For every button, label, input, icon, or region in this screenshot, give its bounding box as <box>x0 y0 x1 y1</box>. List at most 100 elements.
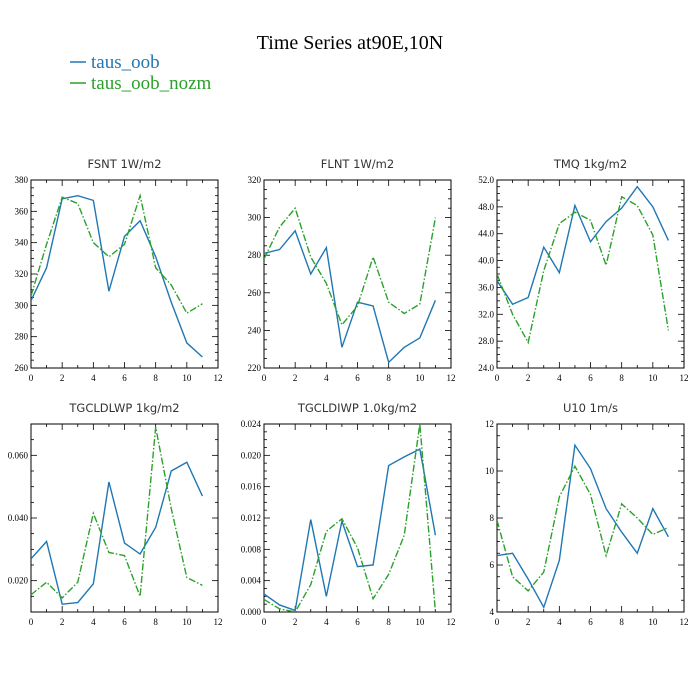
panel-u10-series-taus-oob <box>497 443 670 610</box>
panel-fsnt-xtick-label: 2 <box>60 373 65 383</box>
panel-tgcldlwp-xtick-label: 12 <box>214 617 223 627</box>
panel-fsnt-xtick-label: 10 <box>182 373 192 383</box>
panel-u10-ytick-label: 12 <box>485 419 494 429</box>
panel-u10-ytick-label: 4 <box>490 607 495 617</box>
panel-tmq-ytick-label: 32.0 <box>478 309 494 319</box>
panel-tmq-frame <box>496 179 685 369</box>
panel-tgcldiwp-series-taus-oob-nozm <box>264 424 437 612</box>
panel-tgcldlwp-title: TGCLDLWP 1kg/m2 <box>68 401 179 415</box>
panel-tgcldiwp-xtick-label: 2 <box>293 617 298 627</box>
panel-fsnt-xtick-label: 4 <box>91 373 96 383</box>
panel-tgcldlwp-ytick-label: 0.020 <box>8 576 29 586</box>
panel-tgcldlwp-xtick-label: 4 <box>91 617 96 627</box>
panels: FSNT 1W/m20 2 4 6 8 10 12260280300320340360380… <box>8 157 689 627</box>
panel-flnt-ytick-label: 240 <box>248 325 262 335</box>
panel-tmq-xtick-label: 0 <box>495 373 500 383</box>
panel-u10-xtick-label: 10 <box>648 617 658 627</box>
panel-tgcldlwp-ytick-label: 0.040 <box>8 513 29 523</box>
panel-flnt-ytick-label: 300 <box>248 213 262 223</box>
panel-tmq-ytick-label: 36.0 <box>478 282 494 292</box>
panel-flnt: FLNT 1W/m2 0 2 4 6 8 10 12 220 240 260 280 300 320 <box>248 157 456 383</box>
panel-flnt-series-taus-oob-nozm <box>264 206 437 327</box>
panel-flnt-series-taus-oob <box>264 229 437 364</box>
panel-u10-ytick-label: 6 <box>490 560 495 570</box>
panel-tgcldiwp-xtick-label: 12 <box>447 617 456 627</box>
panel-u10-xtick-label: 2 <box>526 617 531 627</box>
panel-tgcldiwp-xtick-label: 6 <box>355 617 360 627</box>
panel-tmq-ytick-label: 40.0 <box>478 256 494 266</box>
panel-tgcldlwp-ytick-label: 0.060 <box>8 450 29 460</box>
panel-tgcldlwp: TGCLDLWP 1kg/m2 0 2 4 6 8 10 12 0.020 0.040 0.060 <box>8 401 223 627</box>
panel-flnt-xtick-label: 10 <box>415 373 425 383</box>
panel-tmq-series-taus-oob <box>497 185 670 306</box>
figure-title: Time Series at90E,10N <box>257 32 443 54</box>
panel-u10: U10 1m/s 0 2 4 6 8 10 12 4 6 8 10 12 <box>485 401 689 627</box>
panel-tgcldiwp: TGCLDIWP 1.0kg/m2 0 2 4 6 8 10 12 0.000 0.004 0.00… <box>241 401 456 627</box>
panel-tgcldiwp-ytick-label: 0.024 <box>241 419 262 429</box>
panel-u10-xtick-label: 0 <box>495 617 500 627</box>
panel-tgcldiwp-ytick-label: 0.008 <box>241 544 262 554</box>
panel-fsnt-series-taus-oob-nozm <box>31 192 203 315</box>
panel-tgcldiwp-xtick-label: 0 <box>262 617 267 627</box>
panel-tmq: TMQ 1kg/m2 0 2 4 6 8 10 12 24.0 28.0 32.0 36.0 40.0 4… <box>478 157 688 383</box>
panel-flnt-title: FLNT 1W/m2 <box>321 157 394 171</box>
panel-tmq-xtick-label: 12 <box>680 373 689 383</box>
panel-fsnt-ytick-label: 280 <box>15 332 29 342</box>
panel-tmq-xtick-label: 2 <box>526 373 531 383</box>
panel-flnt-xtick-label: 0 <box>262 373 267 383</box>
panel-tgcldlwp-series-taus-oob <box>31 461 204 605</box>
panel-flnt-ytick-label: 280 <box>248 250 262 260</box>
panel-fsnt-ytick-label: 260 <box>15 363 29 373</box>
panel-flnt-xtick-label: 8 <box>386 373 391 383</box>
panel-u10-series-taus-oob-nozm <box>497 464 669 592</box>
panel-fsnt-ytick-label: 320 <box>15 269 29 279</box>
panel-flnt-frame <box>263 179 452 369</box>
panel-fsnt-xtick-label: 8 <box>153 373 158 383</box>
legend: taus_oob taus_oob_nozm <box>70 52 212 94</box>
panel-u10-title: U10 1m/s <box>563 401 618 415</box>
panel-tgcldiwp-ytick-label: 0.016 <box>241 482 262 492</box>
panel-fsnt-ytick-label: 380 <box>15 175 29 185</box>
panel-fsnt-xtick-label: 0 <box>29 373 34 383</box>
panel-tgcldlwp-xtick-label: 6 <box>122 617 127 627</box>
panel-flnt-ytick-label: 220 <box>248 363 262 373</box>
panel-tgcldlwp-xtick-label: 0 <box>29 617 34 627</box>
panel-tgcldlwp-frame <box>30 423 219 613</box>
panel-fsnt-ytick-label: 300 <box>15 300 29 310</box>
panel-u10-ytick-label: 8 <box>490 513 495 523</box>
panel-tmq-xtick-label: 8 <box>619 373 624 383</box>
legend-label-taus-oob-nozm: taus_oob_nozm <box>91 73 212 94</box>
panel-flnt-ytick-label: 320 <box>248 175 262 185</box>
panel-fsnt-xtick-label: 12 <box>214 373 223 383</box>
panel-tgcldlwp-xtick-label: 8 <box>153 617 158 627</box>
panel-tgcldiwp-xtick-label: 8 <box>386 617 391 627</box>
panel-u10-xtick-label: 8 <box>619 617 624 627</box>
panel-tgcldlwp-series-taus-oob-nozm <box>31 427 203 599</box>
panel-u10-xtick-label: 12 <box>680 617 689 627</box>
panel-tmq-ytick-label: 44.0 <box>478 229 494 239</box>
panel-u10-xtick-label: 4 <box>557 617 562 627</box>
panel-flnt-xtick-label: 4 <box>324 373 329 383</box>
panel-flnt-xtick-label: 2 <box>293 373 298 383</box>
panel-tgcldiwp-series-taus-oob <box>264 448 437 612</box>
panel-tmq-xtick-label: 6 <box>588 373 593 383</box>
panel-tmq-xtick-label: 4 <box>557 373 562 383</box>
panel-tmq-title: TMQ 1kg/m2 <box>553 157 627 171</box>
panel-tmq-xtick-label: 10 <box>648 373 658 383</box>
panel-fsnt: FSNT 1W/m2 0 2 4 6 8 10 12 260 280 300 320 340 360 380 <box>15 157 223 383</box>
panel-u10-xtick-label: 6 <box>588 617 593 627</box>
panel-tgcldiwp-title: TGCLDIWP 1.0kg/m2 <box>297 401 417 415</box>
panel-fsnt-ytick-label: 340 <box>15 238 29 248</box>
panel-flnt-xtick-label: 12 <box>447 373 456 383</box>
panel-fsnt-xtick-label: 6 <box>122 373 127 383</box>
panel-u10-frame <box>496 423 685 613</box>
panel-tmq-ytick-label: 48.0 <box>478 202 494 212</box>
panel-fsnt-series-taus-oob <box>31 194 203 358</box>
panel-tgcldiwp-xtick-label: 10 <box>415 617 425 627</box>
panel-u10-ytick-label: 10 <box>485 466 495 476</box>
panel-tgcldlwp-xtick-label: 10 <box>182 617 192 627</box>
panel-tgcldiwp-xtick-label: 4 <box>324 617 329 627</box>
panel-flnt-xtick-label: 6 <box>355 373 360 383</box>
panel-tmq-series-taus-oob-nozm <box>497 195 670 345</box>
